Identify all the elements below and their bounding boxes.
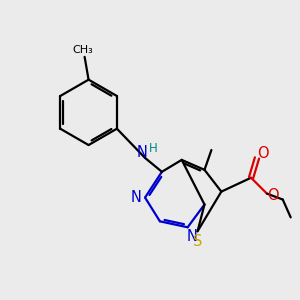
Text: H: H: [148, 142, 157, 154]
Text: N: N: [131, 190, 142, 205]
Text: O: O: [267, 188, 279, 203]
Text: N: N: [136, 146, 148, 160]
Text: O: O: [257, 146, 269, 161]
Text: CH₃: CH₃: [72, 45, 93, 55]
Text: N: N: [186, 229, 197, 244]
Text: S: S: [193, 234, 202, 249]
